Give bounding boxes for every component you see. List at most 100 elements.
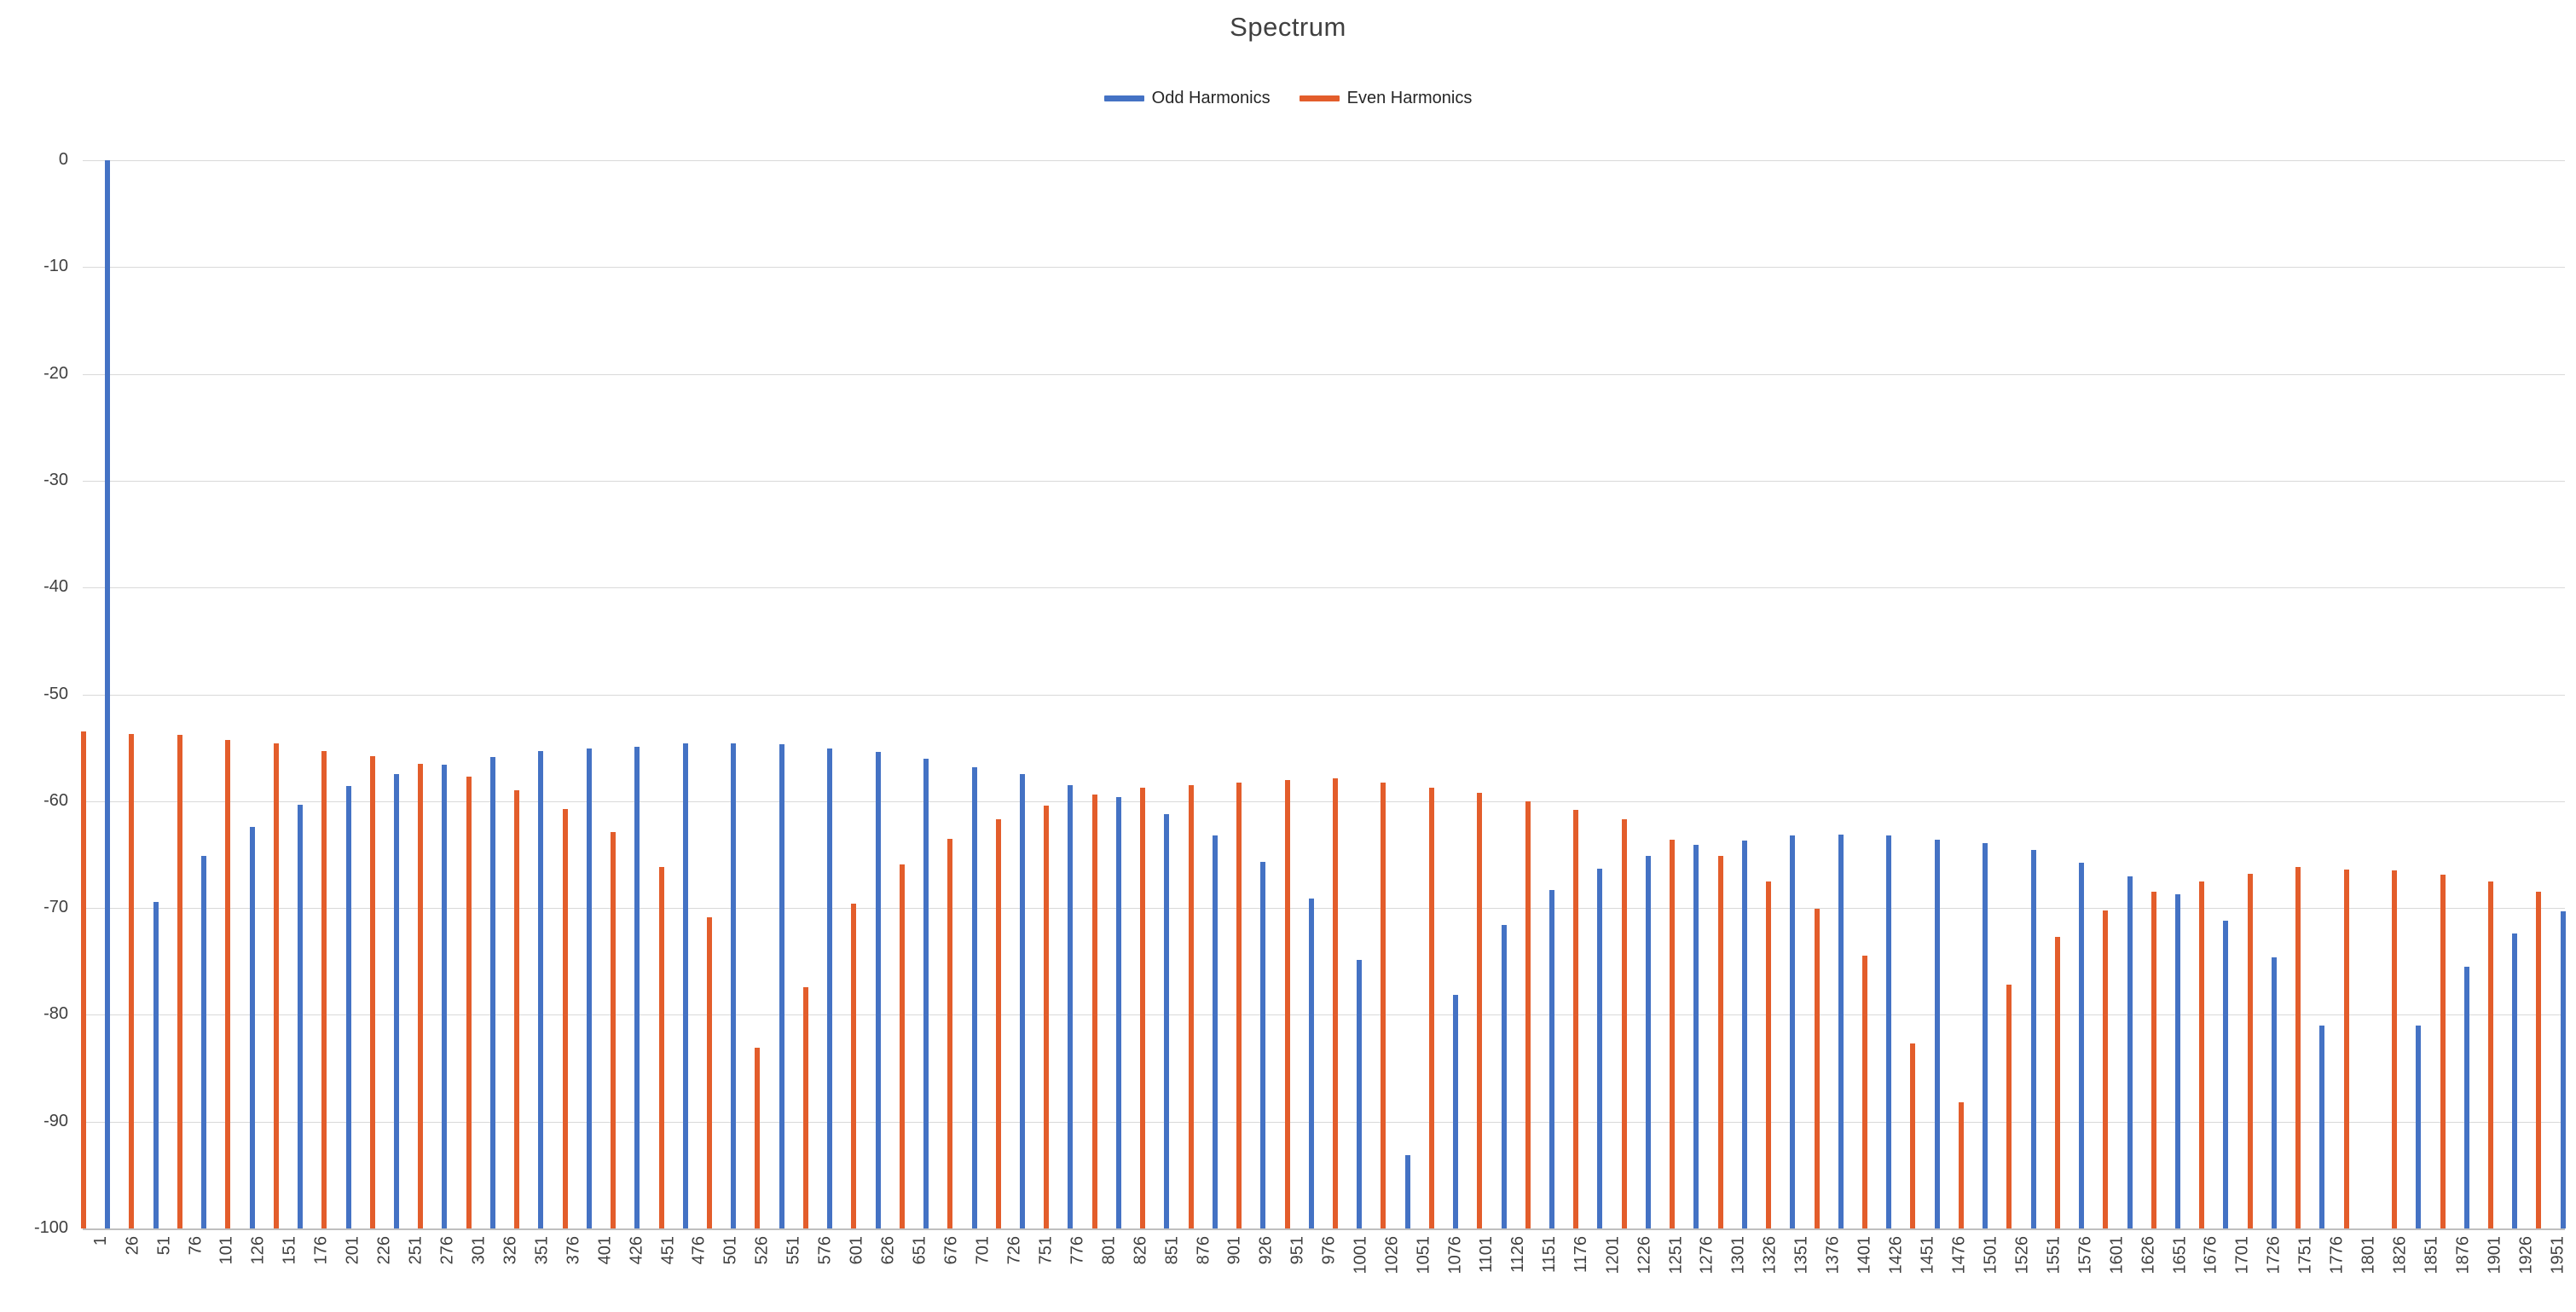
bar-odd-harmonic xyxy=(442,765,448,1228)
bar-odd-harmonic xyxy=(1501,925,1507,1228)
x-axis-tick-label: 1476 xyxy=(1949,1236,1969,1274)
bar-odd-harmonic xyxy=(2223,921,2229,1228)
bar-even-harmonic xyxy=(2151,892,2156,1228)
x-axis-tick-label: 101 xyxy=(217,1236,236,1265)
x-axis-tick-label: 551 xyxy=(784,1236,803,1265)
y-axis-tick-label: -80 xyxy=(43,1004,68,1024)
legend-marker-even-line xyxy=(1299,95,1340,101)
bar-even-harmonic xyxy=(562,808,568,1228)
x-axis-tick-label: 276 xyxy=(437,1236,457,1265)
bar-odd-harmonic xyxy=(1068,785,1074,1228)
x-axis-tick-label: 1901 xyxy=(2485,1236,2504,1274)
x-axis-tick-label: 1301 xyxy=(1728,1236,1748,1274)
x-axis-tick-label: 1851 xyxy=(2422,1236,2441,1274)
bar-odd-harmonic xyxy=(538,750,544,1228)
bar-odd-harmonic xyxy=(2271,957,2277,1228)
x-axis-tick-label: 951 xyxy=(1288,1236,1307,1265)
x-axis-tick-label: 701 xyxy=(973,1236,993,1265)
bar-even-harmonic xyxy=(1381,783,1386,1228)
x-axis-tick-label: 576 xyxy=(815,1236,835,1265)
x-axis-tick-label: 1426 xyxy=(1886,1236,1906,1274)
x-axis-tick-label: 751 xyxy=(1036,1236,1056,1265)
x-axis-tick-label: 1151 xyxy=(1540,1236,1560,1274)
gridline xyxy=(83,160,2565,161)
x-axis-tick-label: 451 xyxy=(657,1236,677,1265)
bar-odd-harmonic xyxy=(105,160,111,1228)
x-axis-tick-label: 526 xyxy=(752,1236,772,1265)
x-axis-tick-label: 1726 xyxy=(2264,1236,2284,1274)
bar-odd-harmonic xyxy=(682,743,688,1228)
bar-even-harmonic xyxy=(2488,881,2493,1228)
x-axis-tick-label: 176 xyxy=(311,1236,331,1265)
bar-even-harmonic xyxy=(995,819,1001,1228)
x-axis-tick-label: 126 xyxy=(248,1236,268,1265)
x-axis-tick-label: 1176 xyxy=(1572,1236,1591,1274)
bar-even-harmonic xyxy=(2247,874,2253,1228)
bar-odd-harmonic xyxy=(1453,994,1459,1228)
gridline xyxy=(83,373,2565,375)
bar-odd-harmonic xyxy=(1115,796,1121,1228)
bar-odd-harmonic xyxy=(1404,1154,1410,1228)
bar-odd-harmonic xyxy=(731,743,737,1228)
bar-odd-harmonic xyxy=(1308,898,1314,1228)
bar-odd-harmonic xyxy=(393,774,399,1228)
bar-even-harmonic xyxy=(802,986,808,1228)
bar-even-harmonic xyxy=(1332,778,1338,1228)
x-axis-tick-label: 1326 xyxy=(1760,1236,1780,1274)
bar-odd-harmonic xyxy=(2560,910,2566,1228)
x-axis-tick-label: 401 xyxy=(595,1236,615,1265)
bar-odd-harmonic xyxy=(2512,933,2518,1228)
bar-odd-harmonic xyxy=(875,752,881,1228)
bar-odd-harmonic xyxy=(2127,876,2133,1228)
bar-odd-harmonic xyxy=(2319,1025,2325,1228)
legend-marker-odd-line xyxy=(1103,95,1144,101)
x-axis-tick-label: 676 xyxy=(941,1236,961,1265)
x-axis-tick-label: 1051 xyxy=(1414,1236,1433,1274)
gridline xyxy=(83,694,2565,696)
bar-even-harmonic xyxy=(2295,867,2301,1228)
y-axis-tick-label: -90 xyxy=(43,1111,68,1130)
bar-even-harmonic xyxy=(2054,936,2060,1228)
bar-even-harmonic xyxy=(1188,785,1194,1228)
bar-odd-harmonic xyxy=(1741,841,1747,1228)
bar-even-harmonic xyxy=(851,904,857,1228)
bar-even-harmonic xyxy=(1958,1102,1964,1228)
x-axis-tick-label: 1001 xyxy=(1351,1236,1370,1274)
bar-even-harmonic xyxy=(1862,956,1868,1228)
bar-odd-harmonic xyxy=(971,766,977,1228)
bar-odd-harmonic xyxy=(2463,967,2469,1228)
x-axis-tick-label: 151 xyxy=(280,1236,299,1265)
x-axis-tick-label: 1626 xyxy=(2139,1236,2158,1274)
bar-even-harmonic xyxy=(1044,805,1050,1228)
bar-odd-harmonic xyxy=(2175,893,2180,1228)
bar-even-harmonic xyxy=(1766,881,1772,1228)
y-axis-tick-label: -40 xyxy=(43,577,68,597)
bar-even-harmonic xyxy=(1717,855,1723,1228)
legend-label-odd: Odd Harmonics xyxy=(1151,89,1271,107)
x-axis-tick-label: 476 xyxy=(689,1236,709,1265)
bar-odd-harmonic xyxy=(1164,813,1170,1228)
y-axis-tick-label: -70 xyxy=(43,898,68,917)
x-axis-tick-label: 926 xyxy=(1256,1236,1276,1265)
x-axis-tick-label: 76 xyxy=(185,1236,205,1256)
x-axis-tick-label: 1751 xyxy=(2295,1236,2315,1274)
bar-odd-harmonic xyxy=(1549,889,1555,1228)
legend-item-even-harmonics: Even Harmonics xyxy=(1299,89,1472,108)
y-axis-tick-label: -100 xyxy=(33,1218,68,1237)
y-axis-tick-label: -20 xyxy=(43,363,68,383)
x-axis-tick-label: 1826 xyxy=(2390,1236,2410,1274)
bar-even-harmonic xyxy=(1525,800,1531,1228)
bar-even-harmonic xyxy=(1284,779,1290,1228)
gridline xyxy=(83,1014,2565,1016)
x-axis-tick-label: 1351 xyxy=(1792,1236,1811,1274)
bar-even-harmonic xyxy=(514,790,520,1228)
legend: Odd Harmonics Even Harmonics xyxy=(0,89,2576,108)
x-axis-tick-label: 826 xyxy=(1131,1236,1150,1265)
x-axis-tick-label: 1526 xyxy=(2012,1236,2032,1274)
bar-odd-harmonic xyxy=(2030,850,2036,1228)
bar-even-harmonic xyxy=(1236,783,1242,1228)
bar-odd-harmonic xyxy=(1838,834,1844,1228)
x-axis-tick-label: 426 xyxy=(626,1236,645,1265)
gridline xyxy=(83,1121,2565,1123)
